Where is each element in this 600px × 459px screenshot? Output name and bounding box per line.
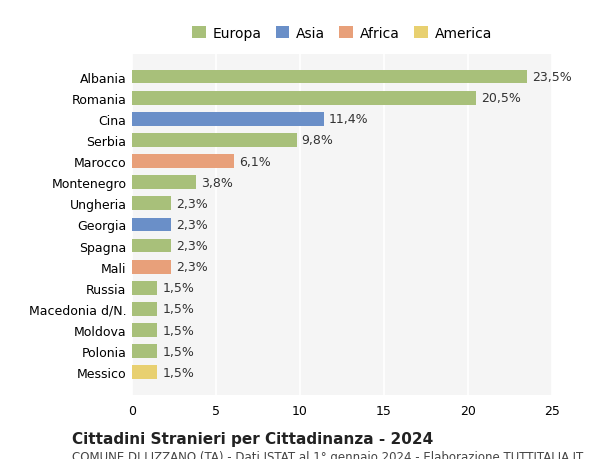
- Text: 2,3%: 2,3%: [176, 261, 208, 274]
- Bar: [132, 260, 170, 274]
- Text: 11,4%: 11,4%: [329, 113, 368, 126]
- Text: 1,5%: 1,5%: [162, 366, 194, 379]
- Bar: [132, 302, 157, 316]
- Bar: [132, 71, 527, 84]
- Bar: [132, 281, 157, 295]
- Bar: [132, 176, 196, 190]
- Bar: [132, 324, 157, 337]
- Text: 6,1%: 6,1%: [239, 155, 271, 168]
- Bar: [132, 155, 235, 168]
- Text: 1,5%: 1,5%: [162, 303, 194, 316]
- Bar: [132, 218, 170, 232]
- Text: Cittadini Stranieri per Cittadinanza - 2024: Cittadini Stranieri per Cittadinanza - 2…: [72, 431, 433, 447]
- Text: 2,3%: 2,3%: [176, 240, 208, 252]
- Text: 23,5%: 23,5%: [532, 71, 572, 84]
- Text: 1,5%: 1,5%: [162, 324, 194, 337]
- Text: 1,5%: 1,5%: [162, 282, 194, 295]
- Text: 1,5%: 1,5%: [162, 345, 194, 358]
- Bar: [132, 92, 476, 105]
- Bar: [132, 197, 170, 211]
- Bar: [132, 239, 170, 253]
- Text: 20,5%: 20,5%: [481, 92, 521, 105]
- Bar: [132, 112, 323, 126]
- Text: 2,3%: 2,3%: [176, 197, 208, 210]
- Text: 3,8%: 3,8%: [201, 176, 233, 189]
- Bar: [132, 345, 157, 358]
- Bar: [132, 366, 157, 379]
- Bar: [132, 134, 296, 147]
- Text: 2,3%: 2,3%: [176, 218, 208, 231]
- Text: COMUNE DI LIZZANO (TA) - Dati ISTAT al 1° gennaio 2024 - Elaborazione TUTTITALIA: COMUNE DI LIZZANO (TA) - Dati ISTAT al 1…: [72, 450, 583, 459]
- Legend: Europa, Asia, Africa, America: Europa, Asia, Africa, America: [186, 21, 498, 46]
- Text: 9,8%: 9,8%: [302, 134, 334, 147]
